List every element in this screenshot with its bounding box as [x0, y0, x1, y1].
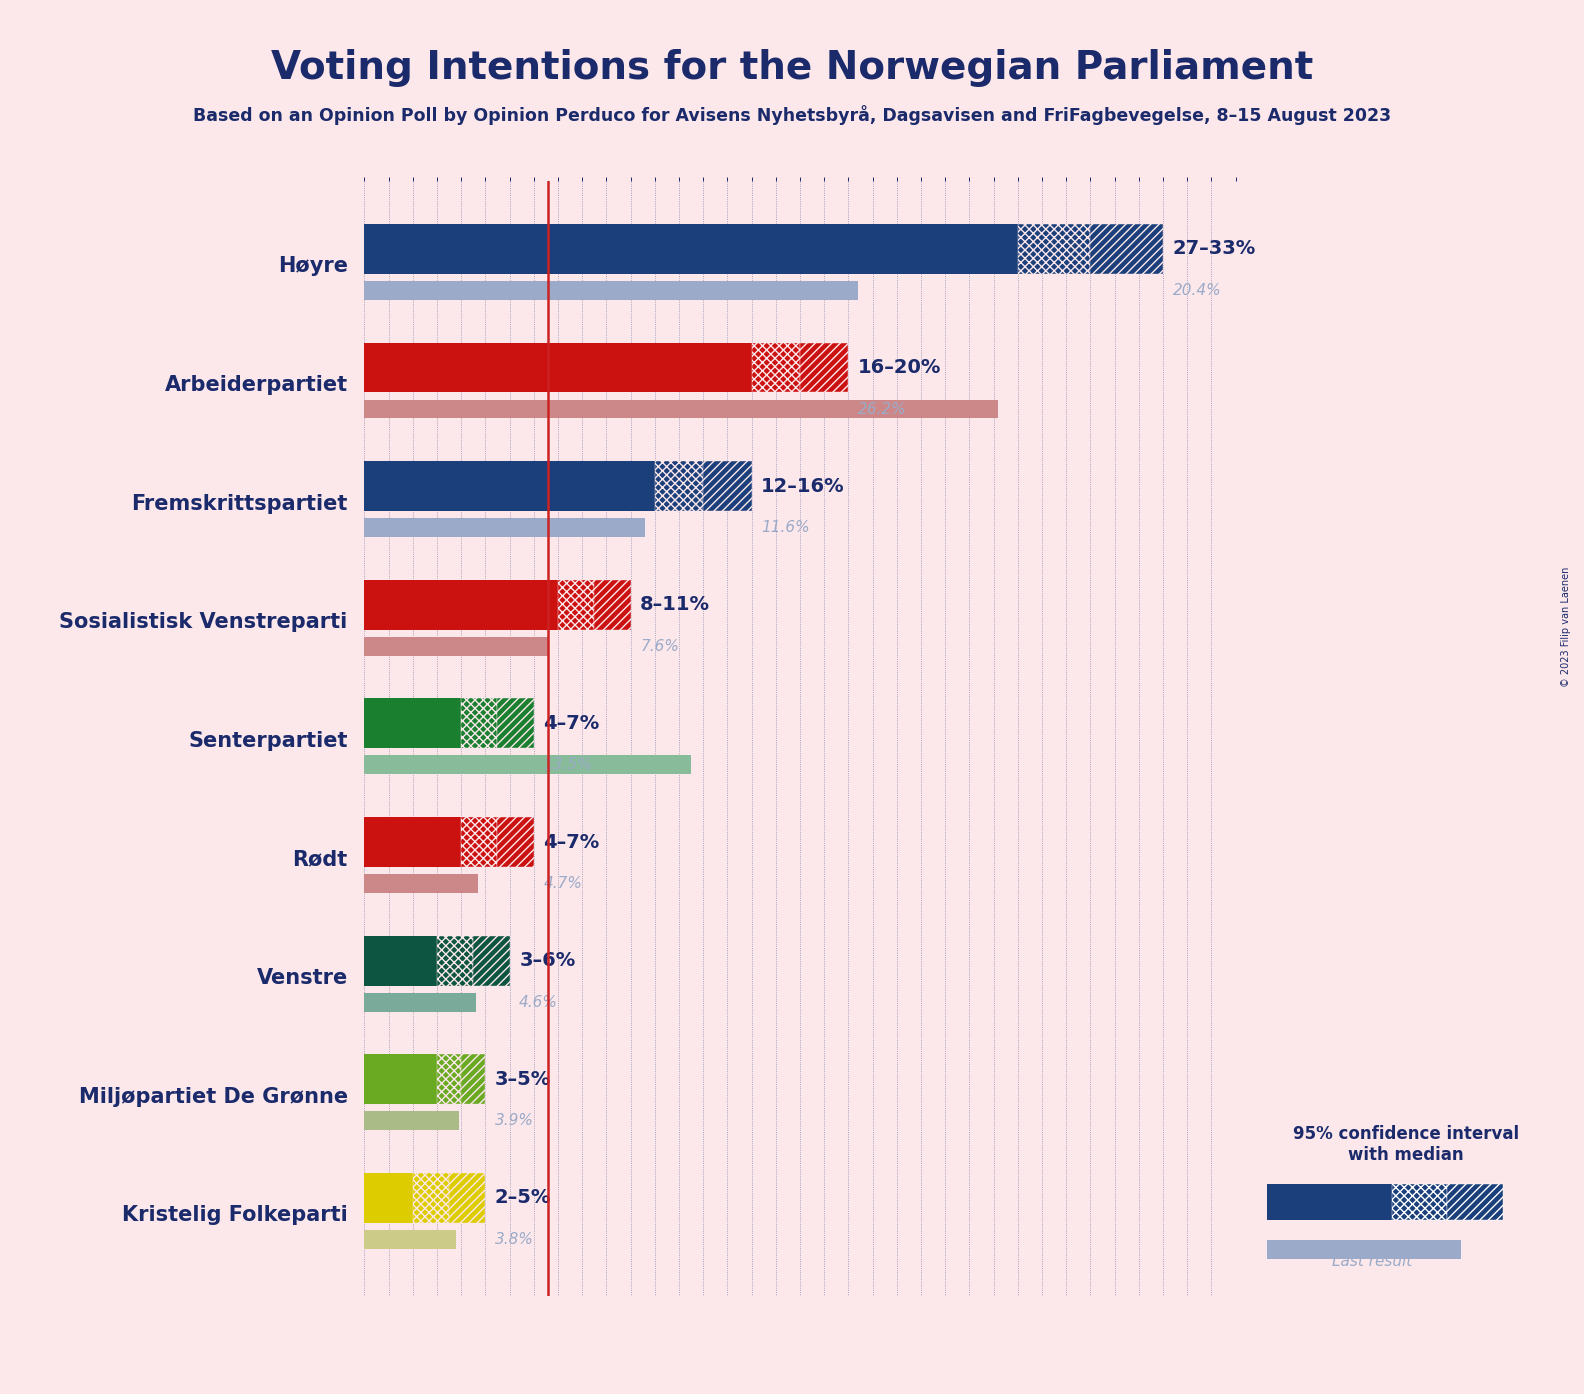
Bar	[1392, 1184, 1448, 1220]
Bar	[800, 343, 849, 392]
Bar	[364, 461, 654, 512]
Bar	[364, 874, 478, 894]
Text: 3.9%: 3.9%	[494, 1114, 534, 1128]
Bar	[364, 1111, 459, 1131]
Bar	[413, 1172, 448, 1223]
Bar	[364, 637, 548, 655]
Bar	[1448, 1184, 1503, 1220]
Text: Last result: Last result	[1332, 1253, 1413, 1269]
Text: 27–33%: 27–33%	[1172, 240, 1256, 258]
Text: 11.6%: 11.6%	[762, 520, 809, 535]
Bar	[703, 461, 751, 512]
Bar	[364, 1054, 437, 1104]
Bar	[364, 756, 691, 775]
Bar	[1267, 1239, 1462, 1259]
Bar	[461, 698, 497, 749]
Bar	[448, 1172, 485, 1223]
Text: 4–7%: 4–7%	[543, 832, 600, 852]
Bar	[594, 580, 630, 630]
Bar	[558, 580, 594, 630]
Bar	[364, 343, 751, 392]
Bar	[364, 400, 998, 418]
Text: © 2023 Filip van Laenen: © 2023 Filip van Laenen	[1562, 567, 1571, 687]
Text: 3–6%: 3–6%	[520, 951, 575, 970]
Bar	[364, 224, 1019, 273]
Bar	[364, 580, 558, 630]
Bar	[437, 1054, 461, 1104]
Bar	[461, 817, 497, 867]
Bar	[364, 519, 645, 537]
Bar	[364, 698, 461, 749]
Text: 8–11%: 8–11%	[640, 595, 710, 615]
Text: 4.6%: 4.6%	[520, 995, 558, 1009]
Text: Voting Intentions for the Norwegian Parliament: Voting Intentions for the Norwegian Parl…	[271, 49, 1313, 86]
Bar	[497, 817, 534, 867]
Bar	[497, 698, 534, 749]
Text: 16–20%: 16–20%	[859, 358, 941, 376]
Text: 20.4%: 20.4%	[1172, 283, 1221, 298]
Text: 13.5%: 13.5%	[543, 757, 592, 772]
Bar	[1090, 224, 1163, 273]
Text: 26.2%: 26.2%	[859, 401, 906, 417]
Bar	[654, 461, 703, 512]
Text: 4.7%: 4.7%	[543, 875, 583, 891]
Bar	[364, 1230, 456, 1249]
Text: Based on an Opinion Poll by Opinion Perduco for Avisens Nyhetsbyrå, Dagsavisen a: Based on an Opinion Poll by Opinion Perd…	[193, 105, 1391, 124]
Bar	[474, 935, 510, 986]
Bar	[1267, 1184, 1392, 1220]
Text: 3.8%: 3.8%	[494, 1232, 534, 1248]
Text: 2–5%: 2–5%	[494, 1189, 551, 1207]
Bar	[364, 817, 461, 867]
Text: 7.6%: 7.6%	[640, 638, 680, 654]
Bar	[461, 1054, 485, 1104]
Text: 95% confidence interval
with median: 95% confidence interval with median	[1293, 1125, 1519, 1164]
Bar	[364, 280, 859, 300]
Bar	[364, 935, 437, 986]
Bar	[364, 1172, 413, 1223]
Bar	[1019, 224, 1090, 273]
Bar	[751, 343, 800, 392]
Text: 3–5%: 3–5%	[494, 1069, 551, 1089]
Text: 4–7%: 4–7%	[543, 714, 600, 733]
Bar	[437, 935, 474, 986]
Text: 12–16%: 12–16%	[762, 477, 844, 496]
Bar	[364, 993, 475, 1012]
